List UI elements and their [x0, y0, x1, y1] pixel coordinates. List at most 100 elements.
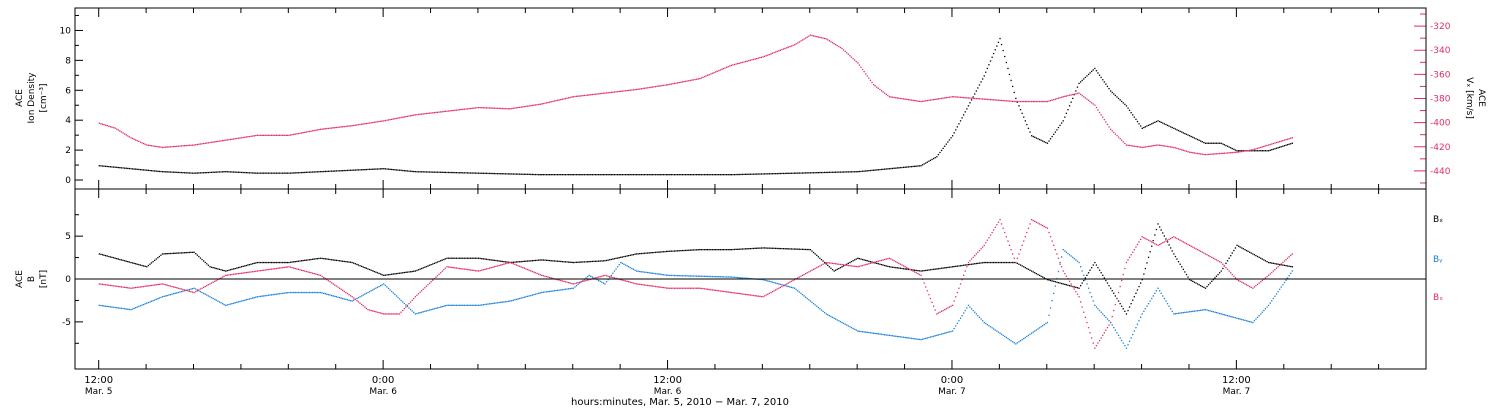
data-point: [579, 282, 581, 284]
data-point: [357, 301, 360, 303]
data-point: [560, 279, 562, 282]
data-point: [874, 261, 876, 263]
data-point: [977, 87, 979, 89]
data-point: [217, 300, 219, 302]
data-point: [792, 248, 794, 250]
data-point: [914, 165, 916, 167]
data-point: [675, 82, 677, 84]
data-point: [738, 292, 740, 295]
data-point: [474, 304, 477, 306]
data-point: [477, 106, 480, 109]
data-point: [980, 98, 982, 100]
data-point: [454, 257, 456, 259]
data-point: [372, 289, 374, 291]
data-point: [541, 103, 543, 105]
data-point: [678, 174, 680, 176]
data-point: [861, 264, 864, 267]
data-point: [686, 80, 688, 82]
data-point: [462, 257, 464, 259]
data-point: [726, 174, 728, 176]
data-point: [997, 99, 1000, 101]
data-point: [419, 312, 421, 314]
data-point: [952, 135, 954, 137]
data-point: [1100, 114, 1102, 116]
data-point: [1173, 127, 1175, 129]
data-point: [1113, 327, 1115, 329]
data-point: [1106, 282, 1109, 284]
data-point: [745, 277, 747, 279]
data-point: [447, 257, 450, 259]
data-point: [528, 269, 530, 271]
data-point: [203, 260, 205, 262]
data-point: [996, 99, 998, 101]
data-point: [539, 174, 541, 176]
data-point: [610, 174, 612, 176]
data-point: [874, 169, 876, 171]
data-point: [383, 313, 385, 315]
data-point: [866, 263, 868, 265]
data-point: [1149, 123, 1151, 126]
data-point: [1222, 263, 1224, 265]
data-point: [855, 265, 857, 268]
data-point: [963, 274, 965, 276]
data-point: [199, 172, 202, 174]
data-point: [963, 96, 965, 99]
data-point: [776, 173, 778, 175]
data-point: [948, 331, 951, 333]
data-point: [270, 268, 273, 270]
data-point: [849, 265, 851, 267]
data-point: [621, 279, 623, 281]
data-point: [357, 124, 360, 126]
data-point: [476, 107, 478, 109]
data-point: [732, 174, 734, 176]
data-point: [885, 258, 887, 260]
data-point: [1119, 337, 1121, 339]
data-point: [1283, 139, 1286, 141]
data-point: [670, 287, 672, 289]
data-point: [613, 174, 616, 176]
data-point: [277, 172, 279, 174]
data-point: [1037, 273, 1039, 276]
data-point: [381, 312, 383, 315]
data-point: [906, 267, 908, 269]
data-point: [1252, 321, 1254, 324]
data-point: [1147, 124, 1150, 126]
data-point: [308, 271, 311, 273]
data-point: [680, 287, 682, 289]
data-point: [203, 142, 205, 145]
data-point: [732, 292, 734, 294]
data-point: [376, 168, 379, 170]
data-point: [544, 275, 546, 277]
data-point: [1119, 285, 1121, 288]
data-point: [656, 251, 658, 253]
data-point: [866, 170, 868, 172]
data-point: [327, 127, 330, 130]
data-point: [1130, 112, 1132, 114]
data-point: [549, 101, 551, 103]
data-point: [103, 283, 105, 286]
data-point: [986, 98, 988, 100]
top-right-y-tick-label: -440: [1430, 167, 1451, 177]
data-point: [334, 295, 336, 297]
data-point: [179, 252, 181, 254]
data-point: [637, 174, 639, 176]
data-point: [305, 291, 307, 294]
data-point: [252, 172, 254, 174]
data-point: [1064, 116, 1066, 118]
data-point: [632, 268, 635, 270]
data-point: [1198, 309, 1200, 312]
data-point: [733, 63, 736, 66]
data-point: [803, 38, 805, 40]
data-point: [405, 116, 407, 118]
data-point: [691, 79, 693, 81]
data-point: [808, 271, 810, 273]
data-point: [520, 297, 522, 299]
data-point: [838, 171, 840, 173]
data-point: [662, 251, 665, 253]
data-point: [1091, 267, 1093, 269]
data-point: [158, 297, 160, 299]
data-point: [574, 286, 576, 288]
data-point: [457, 172, 459, 174]
data-point: [596, 260, 598, 262]
data-point: [1255, 150, 1257, 152]
